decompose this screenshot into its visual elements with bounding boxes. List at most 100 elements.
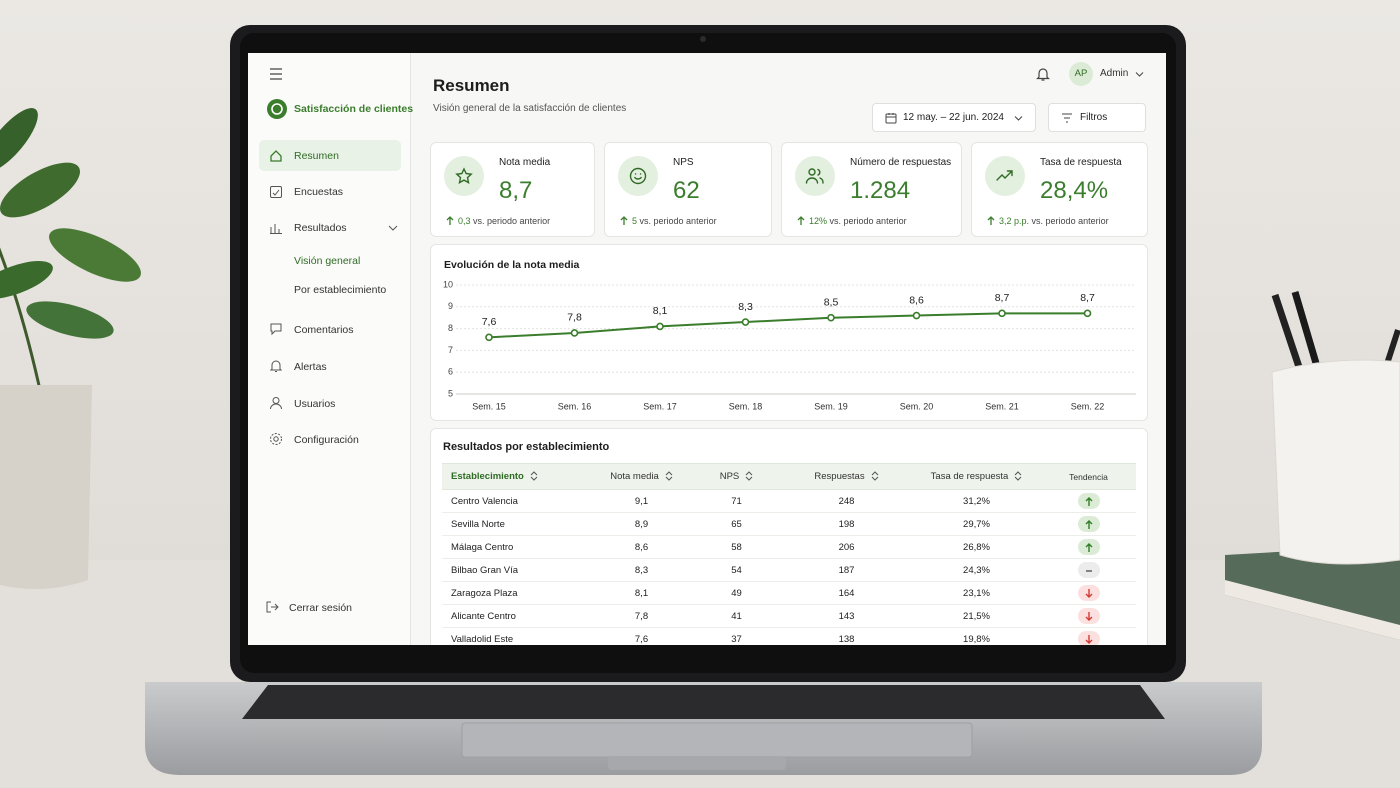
table-row: Málaga Centro 8,6 58 206 26,8% bbox=[442, 535, 1136, 559]
kpi-delta: 12% vs. periodo anterior bbox=[809, 216, 907, 226]
cell-text: 7,6 bbox=[634, 633, 649, 645]
kpi-delta-text: vs. periodo anterior bbox=[639, 216, 717, 226]
cell-text: 24,3% bbox=[963, 564, 990, 576]
kpi-icon-glyph bbox=[805, 168, 824, 184]
point bbox=[570, 329, 579, 337]
kpi-icon-glyph bbox=[629, 167, 647, 185]
nav-item[interactable]: Encuestas bbox=[294, 186, 344, 198]
delta-arrow bbox=[797, 216, 805, 225]
settings-icon bbox=[270, 433, 282, 445]
column-header-text: Respuestas bbox=[814, 471, 865, 482]
kpi-delta: 5 vs. periodo anterior bbox=[632, 216, 717, 226]
column-header[interactable]: Tasa de respuesta bbox=[912, 463, 1042, 490]
results-icon bbox=[270, 224, 282, 234]
nav-subitem[interactable]: Visión general bbox=[294, 255, 361, 267]
table-cell: 138 bbox=[782, 627, 912, 645]
kpi-icon-glyph bbox=[996, 170, 1013, 181]
table-cell: 58 bbox=[692, 535, 782, 559]
trend-arrow bbox=[1085, 543, 1093, 552]
nav-item[interactable]: Configuración bbox=[294, 434, 359, 446]
kpi-icon bbox=[985, 156, 1025, 196]
app-name: Satisfacción de clientes bbox=[294, 103, 414, 115]
table-cell: 41 bbox=[692, 604, 782, 628]
x-tick-label: Sem. 20 bbox=[900, 401, 934, 411]
column-header[interactable]: NPS bbox=[692, 463, 782, 490]
kpi-delta: 3,2 p.p. vs. periodo anterior bbox=[999, 216, 1109, 226]
notifications[interactable] bbox=[1036, 66, 1050, 82]
nav-item[interactable]: Alertas bbox=[294, 361, 327, 373]
trend-cell bbox=[1042, 627, 1136, 645]
column-header[interactable]: Establecimiento bbox=[442, 463, 592, 490]
data-label: 8,5 bbox=[824, 296, 839, 308]
trend-arrow bbox=[1085, 612, 1093, 621]
column-header[interactable]: Respuestas bbox=[782, 463, 912, 490]
cell-text: 37 bbox=[731, 633, 742, 645]
column-header: Tendencia bbox=[1042, 463, 1136, 490]
cell-text: 49 bbox=[731, 587, 742, 599]
calendar-icon bbox=[885, 113, 897, 124]
table-cell: 54 bbox=[692, 558, 782, 582]
comment-icon bbox=[270, 323, 282, 336]
logout-icon bbox=[266, 601, 279, 613]
nav-item[interactable]: Comentarios bbox=[294, 324, 354, 336]
bell-icon bbox=[269, 360, 283, 372]
nav-item[interactable]: Resultados bbox=[294, 222, 347, 234]
nav-active-bg bbox=[259, 140, 401, 171]
cell-text: 164 bbox=[838, 587, 855, 599]
date-range[interactable]: 12 may. – 22 jun. 2024 bbox=[872, 103, 1036, 132]
kpi-card: Tasa de respuesta 28,4% 3,2 p.p. vs. perio… bbox=[971, 142, 1148, 237]
kpi-icon bbox=[618, 156, 658, 196]
page-title: Resumen bbox=[433, 76, 510, 95]
kpi-icon-bg bbox=[444, 156, 484, 196]
line bbox=[488, 312, 1088, 339]
sort-icon bbox=[871, 471, 878, 482]
trend-badge bbox=[1078, 585, 1100, 601]
logout[interactable]: Cerrar sesión bbox=[289, 602, 353, 614]
table-cell: 164 bbox=[782, 581, 912, 605]
menu-icon[interactable] bbox=[269, 68, 283, 80]
date-chevron bbox=[1014, 116, 1023, 121]
cell-text: Zaragoza Plaza bbox=[451, 587, 518, 599]
table-cell: 248 bbox=[782, 489, 912, 513]
trend-badge bbox=[1078, 516, 1100, 532]
x-tick-label: Sem. 21 bbox=[985, 401, 1019, 411]
table-cell: 26,8% bbox=[912, 535, 1042, 559]
cell-text: 7,8 bbox=[634, 610, 649, 622]
table-cell: 21,5% bbox=[912, 604, 1042, 628]
sidebar: Satisfacción de clientes Resumen Encuest… bbox=[248, 53, 414, 645]
user-name[interactable]: Admin bbox=[1100, 68, 1129, 79]
point bbox=[485, 333, 493, 342]
cell-text: 9,1 bbox=[634, 495, 649, 507]
results-table: Establecimiento Nota media NPS Respuestas Ta… bbox=[442, 463, 1136, 645]
filters-button[interactable]: Filtros bbox=[1048, 103, 1146, 132]
table-cell: 24,3% bbox=[912, 558, 1042, 582]
table-cell: 23,1% bbox=[912, 581, 1042, 605]
cell-text: 187 bbox=[838, 564, 855, 576]
nav-item[interactable]: Usuarios bbox=[294, 398, 336, 410]
trend-badge bbox=[1078, 493, 1100, 509]
avatar[interactable]: AP bbox=[1069, 62, 1093, 86]
table-cell: 8,3 bbox=[592, 558, 692, 582]
sort-icon-path bbox=[745, 471, 753, 482]
kpi-icon bbox=[795, 156, 835, 196]
column-header[interactable]: Nota media bbox=[592, 463, 692, 490]
cell-text: 206 bbox=[838, 541, 855, 553]
nav-item[interactable]: Resumen bbox=[294, 150, 339, 162]
kpi-value: 28,4% bbox=[1040, 177, 1109, 204]
cell-text: 65 bbox=[731, 518, 742, 530]
nav-subitem[interactable]: Por establecimiento bbox=[294, 284, 387, 296]
kpi-icon bbox=[444, 156, 484, 196]
table-cell: Bilbao Gran Vía bbox=[442, 558, 592, 582]
column-header-text: NPS bbox=[719, 471, 740, 482]
cell-text: 19,8% bbox=[963, 633, 990, 645]
data-label: 8,7 bbox=[995, 292, 1010, 304]
sort-icon bbox=[1014, 471, 1022, 482]
delta-arrow-path bbox=[797, 216, 805, 225]
data-label: 7,8 bbox=[567, 312, 582, 324]
kpi-value: 62 bbox=[673, 177, 700, 204]
delta-arrow bbox=[620, 216, 628, 225]
point bbox=[741, 318, 750, 326]
pen-cup bbox=[1225, 291, 1400, 640]
home-icon bbox=[270, 150, 282, 162]
